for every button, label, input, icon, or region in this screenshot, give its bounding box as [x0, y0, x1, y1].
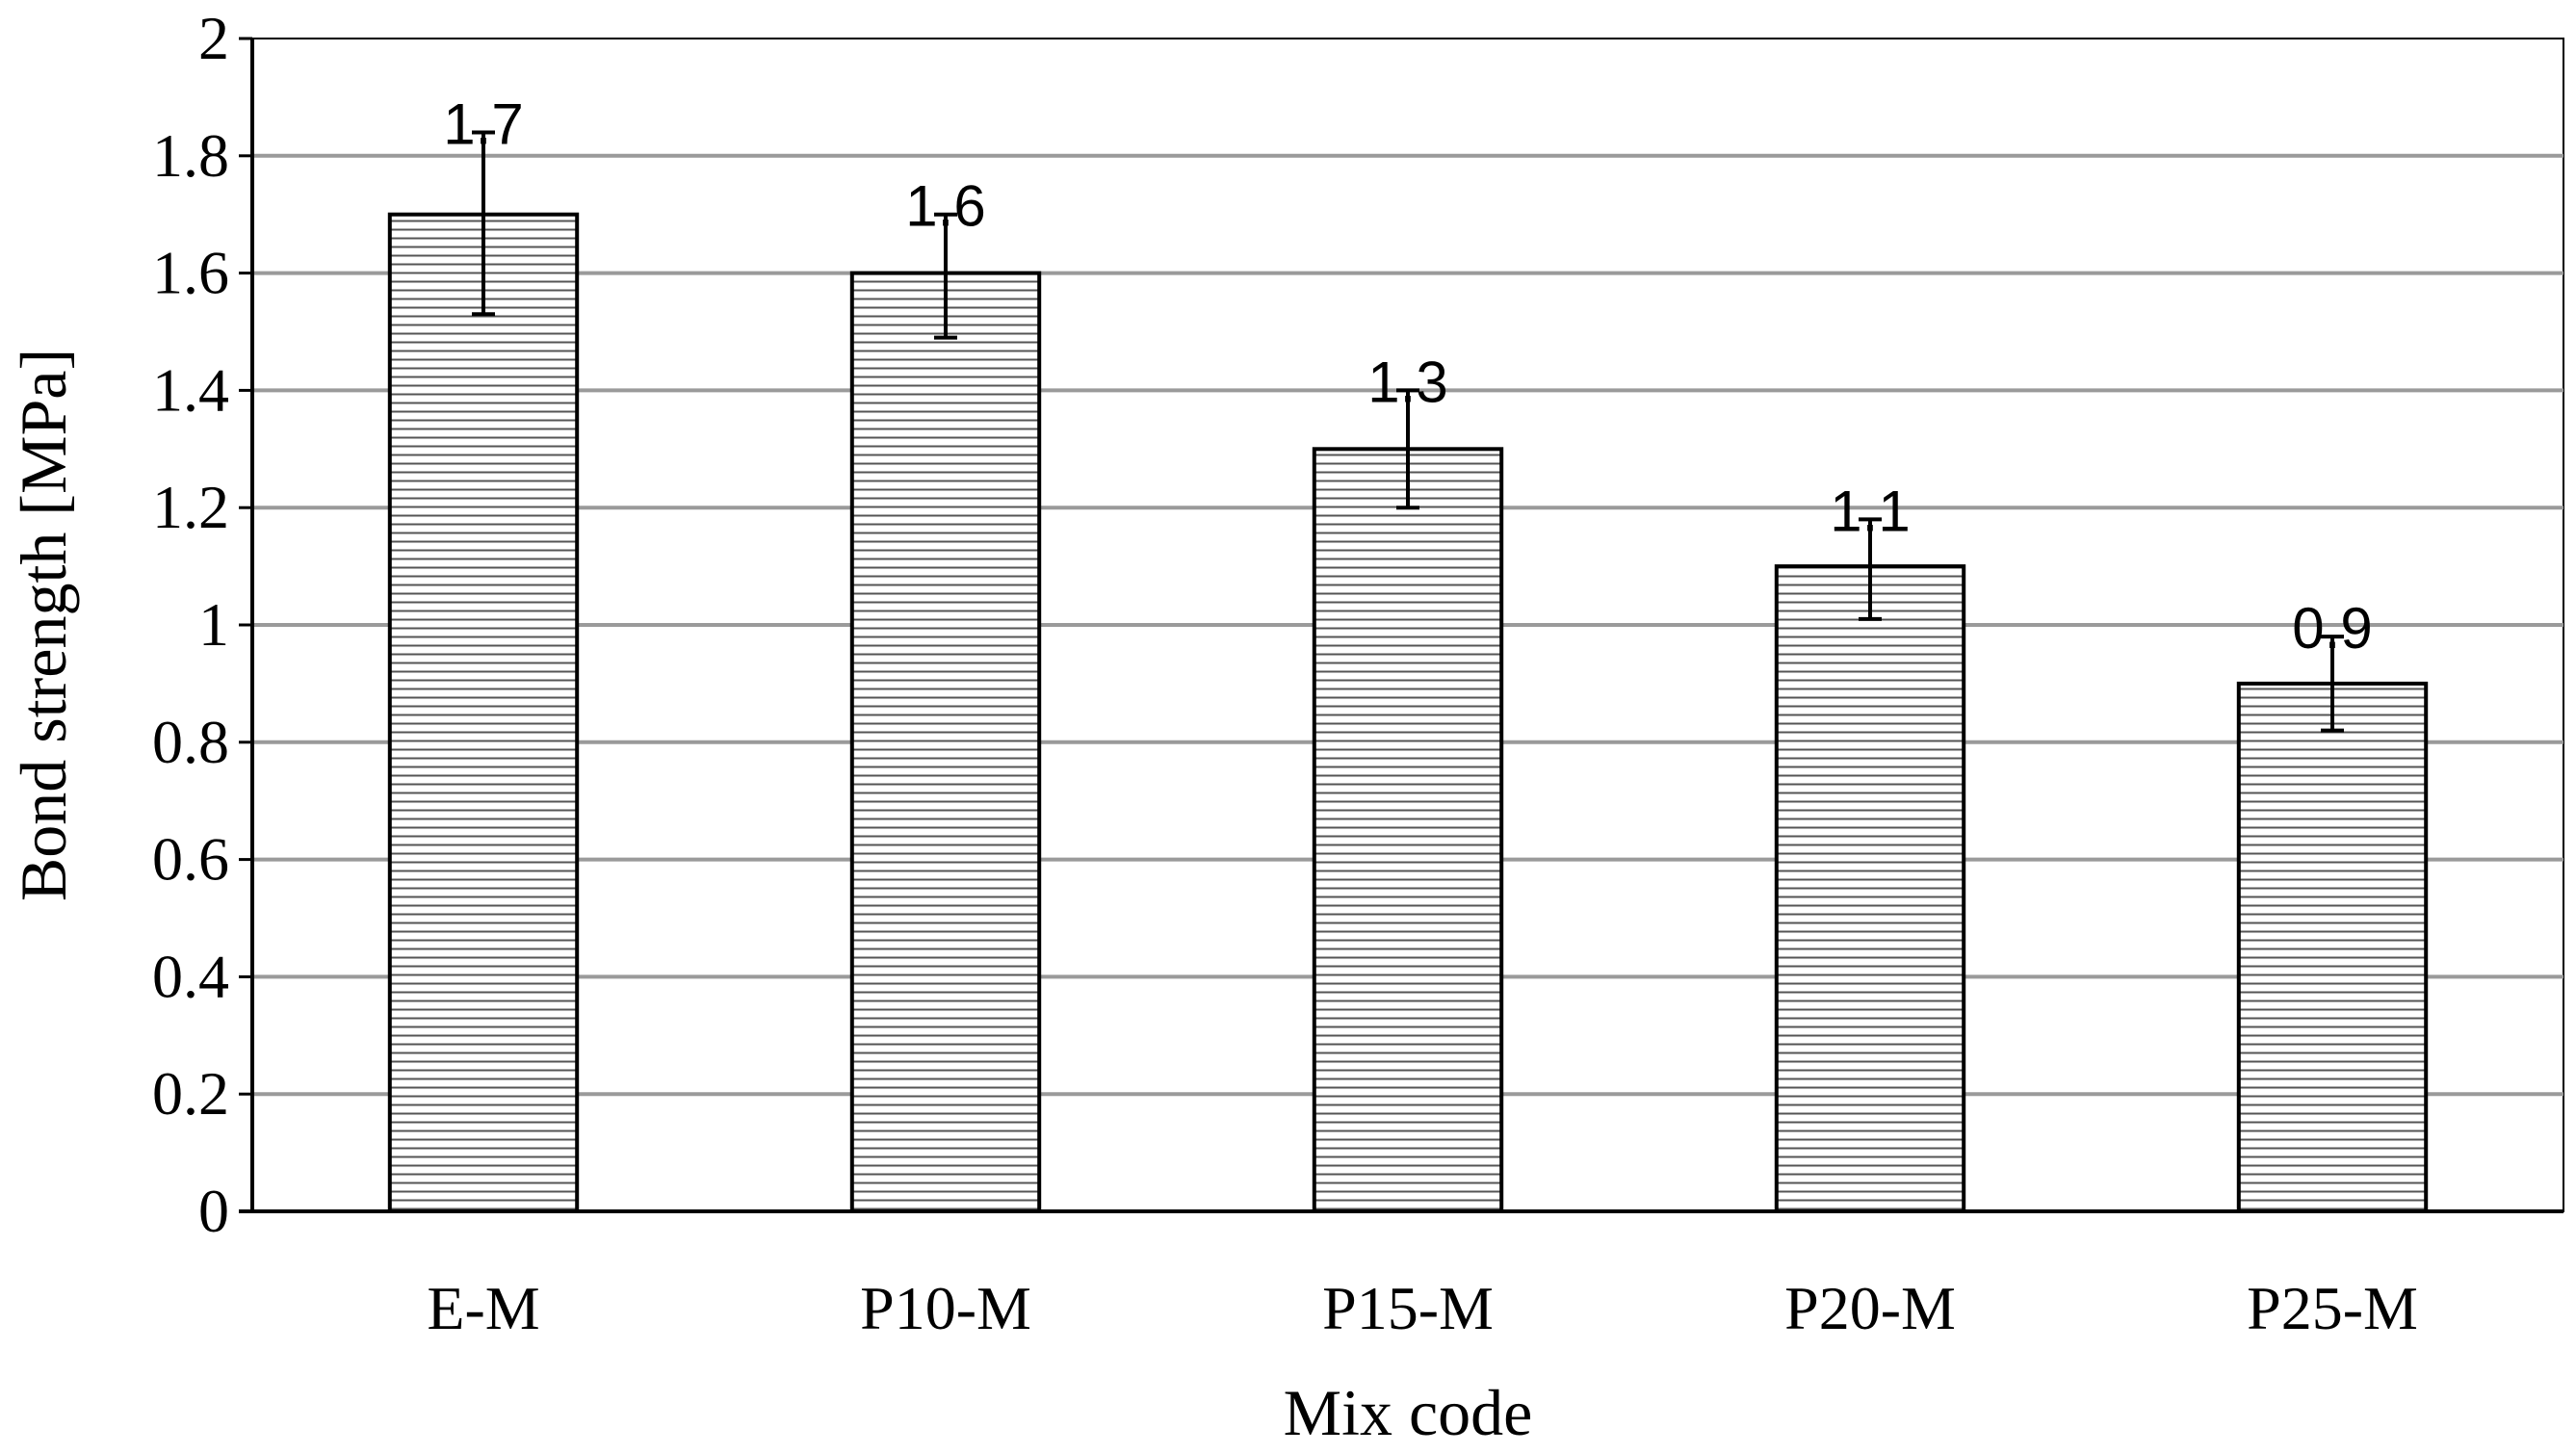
data-label: 1.3: [1367, 350, 1447, 414]
y-tick-label: 0.4: [152, 942, 229, 1010]
bar-p20-m: [1774, 564, 1966, 1213]
data-label: 1.6: [905, 174, 985, 239]
data-label: 1.1: [1830, 479, 1910, 543]
data-label: 0.9: [2292, 596, 2372, 661]
y-tick-label: 1.4: [152, 355, 229, 424]
bar-e-m: [387, 212, 580, 1214]
y-tick-label: 0.2: [152, 1059, 229, 1128]
y-tick-label: 1.6: [152, 239, 229, 307]
bar-p25-m: [2236, 681, 2429, 1213]
x-tick-label: E-M: [427, 1274, 539, 1342]
y-tick-label: 0: [198, 1177, 229, 1245]
x-tick-label: P20-M: [1784, 1274, 1956, 1342]
bar-p10-m: [849, 271, 1042, 1214]
y-tick-label: 0.8: [152, 708, 229, 776]
y-tick-label: 1.8: [152, 121, 229, 190]
y-tick-label: 1: [198, 590, 229, 659]
x-axis-title: Mix code: [1284, 1376, 1533, 1449]
x-tick-label: P25-M: [2247, 1274, 2418, 1342]
y-tick-label: 0.6: [152, 825, 229, 894]
data-label: 1.7: [443, 91, 523, 156]
x-tick-label: P10-M: [860, 1274, 1031, 1342]
y-tick-label: 2: [198, 4, 229, 72]
y-axis-title: Bond strength [MPa]: [7, 349, 80, 901]
x-tick-label: P15-M: [1322, 1274, 1494, 1342]
y-tick-label: 1.2: [152, 473, 229, 541]
bar-p15-m: [1312, 447, 1504, 1213]
